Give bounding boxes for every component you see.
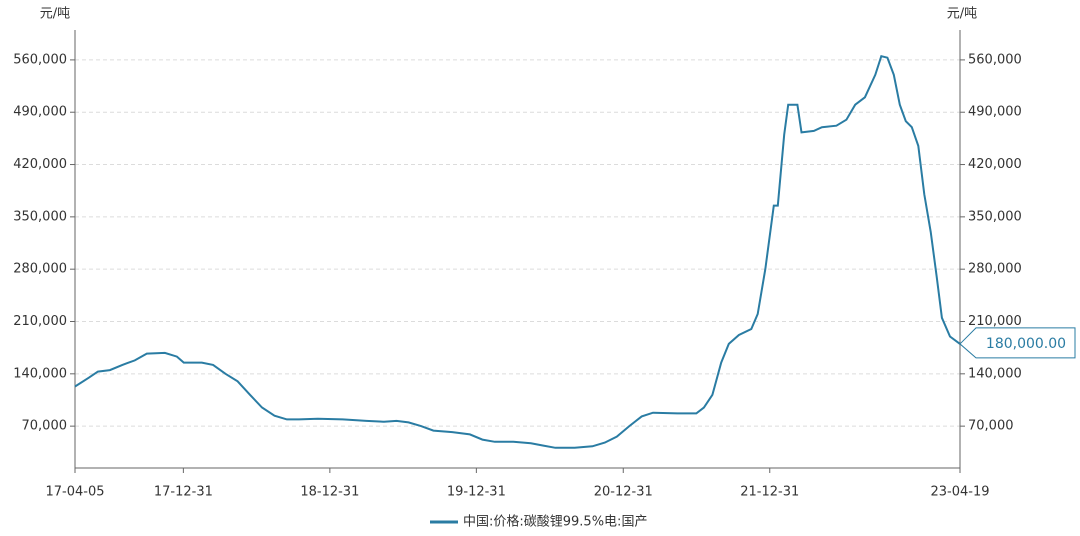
y2-tick-label: 70,000 bbox=[968, 419, 1014, 434]
x-tick-label: 17-12-31 bbox=[154, 485, 213, 500]
x-tick-label: 23-04-19 bbox=[930, 485, 989, 500]
y-tick-label: 210,000 bbox=[13, 314, 67, 329]
x-tick-label: 17-04-05 bbox=[45, 485, 104, 500]
y2-axis-unit: 元/吨 bbox=[947, 7, 977, 22]
x-tick-label: 21-12-31 bbox=[740, 485, 799, 500]
y2-tick-label: 560,000 bbox=[968, 52, 1022, 67]
value-label: 180,000.00 bbox=[986, 336, 1066, 352]
y-tick-label: 560,000 bbox=[13, 52, 67, 67]
y-axis-unit: 元/吨 bbox=[40, 7, 70, 22]
callout-box bbox=[959, 327, 1076, 359]
y-tick-label: 420,000 bbox=[13, 157, 67, 172]
legend-label: 中国:价格:碳酸锂99.5%电:国产 bbox=[463, 514, 647, 530]
y2-tick-label: 420,000 bbox=[968, 157, 1022, 172]
x-tick-label: 20-12-31 bbox=[594, 485, 653, 500]
y2-tick-label: 210,000 bbox=[968, 314, 1022, 329]
y2-tick-label: 490,000 bbox=[968, 105, 1022, 120]
x-tick-label: 19-12-31 bbox=[447, 485, 506, 500]
y-tick-label: 140,000 bbox=[13, 366, 67, 381]
x-tick-label: 18-12-31 bbox=[300, 485, 359, 500]
y-tick-label: 70,000 bbox=[22, 419, 68, 434]
y-tick-label: 490,000 bbox=[13, 105, 67, 120]
y-tick-label: 350,000 bbox=[13, 209, 67, 224]
y2-tick-label: 140,000 bbox=[968, 366, 1022, 381]
y2-tick-label: 350,000 bbox=[968, 209, 1022, 224]
series-line bbox=[74, 55, 961, 449]
y2-tick-label: 280,000 bbox=[968, 262, 1022, 277]
y-tick-label: 280,000 bbox=[13, 262, 67, 277]
